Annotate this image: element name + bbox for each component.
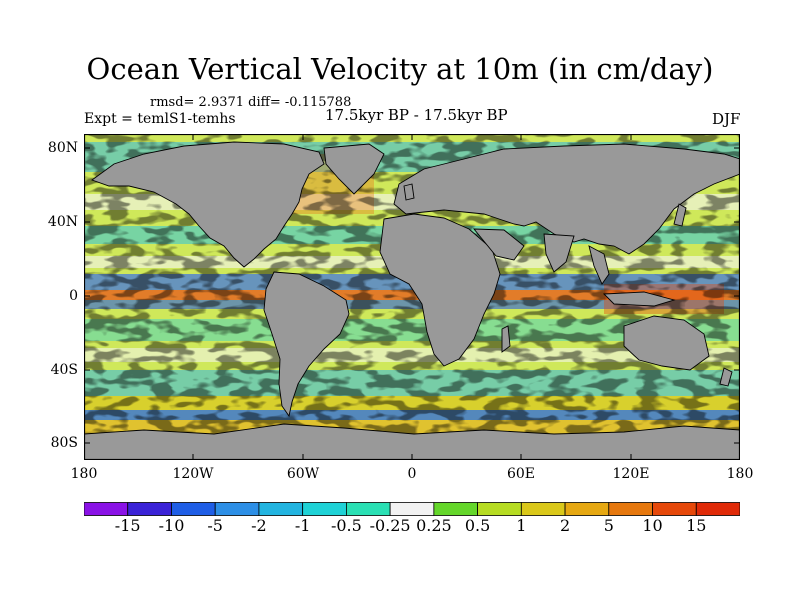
colorbar-label: -0.25 (369, 516, 411, 535)
uk (403, 183, 415, 201)
colorbar-label: 2 (560, 516, 571, 535)
europe-asia (393, 143, 740, 255)
lon-label-60e: 60E (506, 466, 536, 482)
japan (673, 203, 687, 227)
colorbar-box (345, 502, 391, 516)
new-zealand (719, 367, 733, 387)
colorbar-label: 15 (686, 516, 707, 535)
colorbar-label: -10 (158, 516, 185, 535)
colorbar-box (477, 502, 522, 516)
season-label: DJF (712, 110, 741, 128)
colorbar-label: -2 (251, 516, 267, 535)
australia (623, 315, 710, 371)
colorbar-label: -0.5 (330, 516, 362, 535)
colorbar-label: -15 (114, 516, 141, 535)
colorbar-label: 0.25 (416, 516, 452, 535)
colorbar-label: 10 (642, 516, 663, 535)
colorbar-label: 5 (603, 516, 614, 535)
colorbar-box (520, 502, 566, 516)
lon-ticks (192, 134, 632, 460)
colorbar-box (433, 502, 478, 516)
lat-label-40n: 40N (47, 214, 78, 230)
colorbar-box (695, 502, 740, 516)
colorbar-box (608, 502, 653, 516)
period-label: 17.5kyr BP - 17.5kyr BP (325, 106, 508, 124)
colorbar-label: 0.5 (464, 516, 491, 535)
lon-label-180e: 180 (726, 466, 754, 482)
lon-label-120w: 120W (172, 466, 214, 482)
land-masses (84, 141, 740, 460)
lat-label-80n: 80N (47, 140, 78, 156)
africa (379, 213, 501, 367)
colorbar-box (214, 502, 260, 516)
world-map (84, 134, 740, 460)
rmsd-diff-stats: rmsd= 2.9371 diff= -0.115788 (150, 95, 352, 110)
lon-label-0: 0 (407, 466, 417, 482)
south-america (263, 271, 350, 418)
indonesia (602, 291, 676, 307)
antarctica (84, 423, 740, 460)
colorbar-label: 1 (516, 516, 527, 535)
colorbar-box (84, 502, 129, 516)
lon-label-60w: 60W (286, 466, 320, 482)
colorbar-box (127, 502, 172, 516)
india (543, 233, 575, 273)
colorbar-box (302, 502, 347, 516)
madagascar (501, 325, 511, 353)
arabia (473, 228, 525, 261)
greenland (323, 143, 385, 195)
north-america (91, 141, 325, 268)
colorbar-box (389, 502, 435, 516)
lat-label-0: 0 (69, 288, 78, 304)
lat-label-80s: 80S (50, 435, 78, 451)
lat-label-40s: 40S (50, 362, 78, 378)
colorbar-box (171, 502, 216, 516)
map-title: Ocean Vertical Velocity at 10m (in cm/da… (86, 52, 714, 86)
lat-ticks (84, 147, 740, 444)
colorbar-label: -1 (294, 516, 311, 535)
southeast-asia (588, 245, 610, 285)
colorbar (84, 502, 740, 516)
colorbar-box (258, 502, 304, 516)
lon-label-180w: 180 (70, 466, 98, 482)
lon-label-120e: 120E (612, 466, 650, 482)
experiment-label: Expt = temlS1-temhs (84, 111, 236, 127)
colorbar-box (652, 502, 697, 516)
colorbar-box (564, 502, 610, 516)
colorbar-label: -5 (207, 516, 223, 535)
